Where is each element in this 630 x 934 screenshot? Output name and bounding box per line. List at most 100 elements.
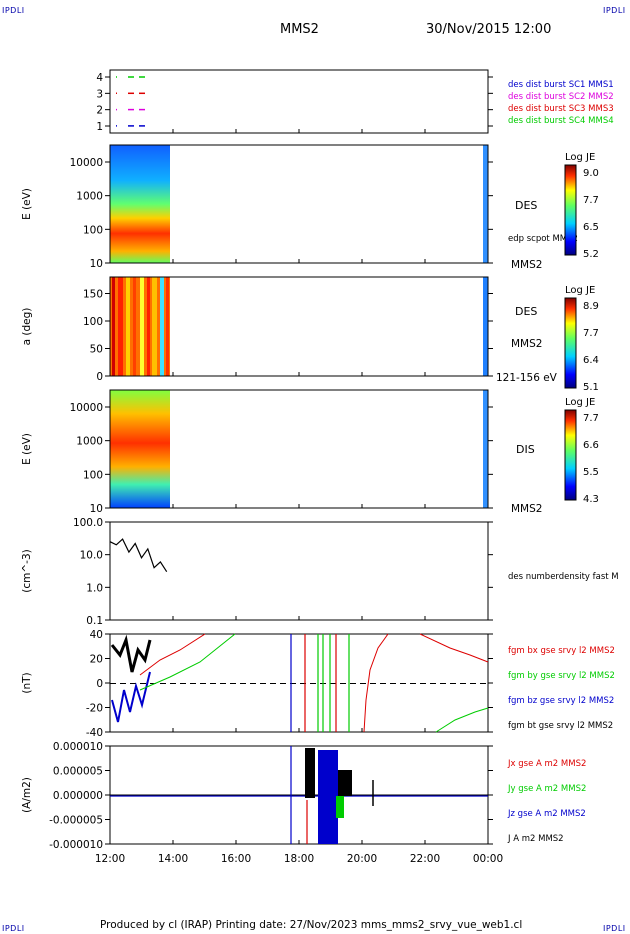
- legend-entry: fgm bz gse srvy l2 MMS2: [508, 696, 614, 706]
- y-tick-label: 1: [96, 121, 103, 133]
- legend-entry: des dist burst SC2 MMS2: [508, 92, 614, 102]
- legend-entry: des dist burst SC1 MMS1: [508, 80, 614, 90]
- y-tick-label: 50: [90, 344, 103, 356]
- instrument-label: DES: [515, 199, 537, 212]
- y-tick-label: 1.0: [86, 582, 103, 594]
- legend-entry: des dist burst SC4 MMS4: [508, 116, 614, 126]
- by-trace: [435, 707, 489, 733]
- bx-trace: [139, 633, 206, 676]
- bx-trace: [419, 633, 489, 663]
- y-tick-label: 0.1: [86, 615, 103, 627]
- y-axis-label: E (eV): [21, 188, 33, 220]
- x-tick-label: 12:00: [95, 853, 125, 865]
- y-axis-label: (nT): [21, 672, 33, 693]
- colorbar-tick-label: 6.4: [583, 355, 599, 366]
- instrument-label: DIS: [516, 443, 535, 456]
- y-tick-label: 100.0: [73, 517, 103, 529]
- y-tick-label: 0: [96, 371, 103, 383]
- y-axis-label: a (deg): [21, 308, 33, 346]
- panel-dis-energy: [109, 389, 489, 509]
- pitch-stripe: [140, 277, 144, 376]
- spectrogram-block: [110, 390, 170, 508]
- panel-magnetic-field: [109, 633, 489, 733]
- y-axis-label: E (eV): [21, 433, 33, 465]
- bz-trace: [111, 671, 151, 723]
- legend-entry: Jz gse A m2 MMS2: [507, 809, 586, 819]
- colorbar: [564, 164, 577, 256]
- colorbar-tick-label: 4.3: [583, 494, 599, 505]
- legend-entry: fgm by gse srvy l2 MMS2: [508, 671, 615, 681]
- colorbar-title: Log JE: [565, 152, 595, 163]
- legend-entry: Jy gse A m2 MMS2: [507, 784, 586, 794]
- j-burst: [338, 770, 352, 796]
- legend-entry: Jx gse A m2 MMS2: [507, 759, 586, 769]
- spectrogram-edge: [483, 277, 488, 376]
- y-tick-label: 10000: [70, 157, 103, 169]
- colorbar-tick-label: 6.5: [583, 222, 599, 233]
- colorbar-tick-label: 8.9: [583, 301, 599, 312]
- y-tick-label: 0: [96, 678, 103, 690]
- legend-entry: des numberdensity fast M: [508, 572, 619, 582]
- panel-density: [109, 521, 489, 621]
- corner-mark-top-left: IPDLI: [2, 6, 25, 15]
- legend-entry: des dist burst SC3 MMS3: [508, 104, 614, 114]
- colorbar: [564, 409, 577, 501]
- panel-des-pitch: [109, 276, 489, 377]
- pitch-stripe: [147, 277, 150, 376]
- colorbar-tick-label: 5.2: [583, 249, 599, 260]
- legend-entry: fgm bx gse srvy l2 MMS2: [508, 646, 615, 656]
- page-datetime: 30/Nov/2015 12:00: [426, 22, 552, 37]
- pitch-stripe: [112, 277, 115, 376]
- instrument-label: DES: [515, 305, 537, 318]
- y-tick-label: -0.000005: [49, 815, 103, 827]
- j-burst: [305, 748, 315, 798]
- y-tick-label: 10: [90, 258, 103, 270]
- pitch-stripe: [118, 277, 123, 376]
- x-tick-label: 00:00: [473, 853, 503, 865]
- colorbar-tick-label: 5.5: [583, 467, 599, 478]
- bx-trace: [363, 633, 389, 733]
- spectrogram-block: [110, 145, 170, 263]
- bt-trace: [110, 634, 152, 673]
- y-tick-label: 2: [96, 105, 103, 117]
- panel-frame: [109, 69, 489, 134]
- y-tick-label: -40: [86, 727, 103, 739]
- corner-mark-bottom-right: IPDLI: [603, 924, 626, 933]
- y-tick-label: -0.000010: [49, 839, 103, 851]
- y-tick-label: 1000: [76, 436, 103, 448]
- y-tick-label: 10: [90, 503, 103, 515]
- jy-burst: [336, 796, 344, 818]
- y-tick-label: 20: [90, 654, 103, 666]
- colorbar-title: Log JE: [565, 397, 595, 408]
- colorbar-tick-label: 9.0: [583, 168, 599, 179]
- x-tick-label: 16:00: [221, 853, 251, 865]
- y-tick-label: 4: [96, 72, 103, 84]
- pitch-stripe: [152, 277, 157, 376]
- y-tick-label: 100: [83, 469, 103, 481]
- density-series-line: [109, 538, 168, 573]
- y-tick-label: 10000: [70, 402, 103, 414]
- overlay-label: edp scpot MMS2: [508, 234, 578, 244]
- energy-range-label: 121-156 eV: [496, 372, 558, 384]
- colorbar-tick-label: 7.7: [583, 195, 599, 206]
- x-tick-label: 20:00: [347, 853, 377, 865]
- page-title: MMS2: [280, 22, 319, 37]
- spacecraft-label: MMS2: [511, 259, 542, 271]
- pitch-stripe: [126, 277, 130, 376]
- pitch-stripe: [133, 277, 136, 376]
- y-tick-label: 100: [83, 224, 103, 236]
- panel-current-density: [109, 745, 489, 845]
- x-tick-label: 18:00: [284, 853, 314, 865]
- colorbar: [564, 297, 577, 389]
- jz-burst: [318, 750, 338, 844]
- y-tick-label: 150: [83, 289, 103, 301]
- by-trace: [139, 633, 236, 691]
- y-tick-label: 0.000005: [53, 766, 103, 778]
- y-tick-label: 3: [96, 88, 103, 100]
- y-tick-label: 0.000010: [53, 741, 103, 753]
- y-axis-label: (A/m2): [21, 777, 33, 813]
- colorbar-tick-label: 7.7: [583, 328, 599, 339]
- colorbar-tick-label: 7.7: [583, 413, 599, 424]
- panel-des-energy: [109, 144, 489, 264]
